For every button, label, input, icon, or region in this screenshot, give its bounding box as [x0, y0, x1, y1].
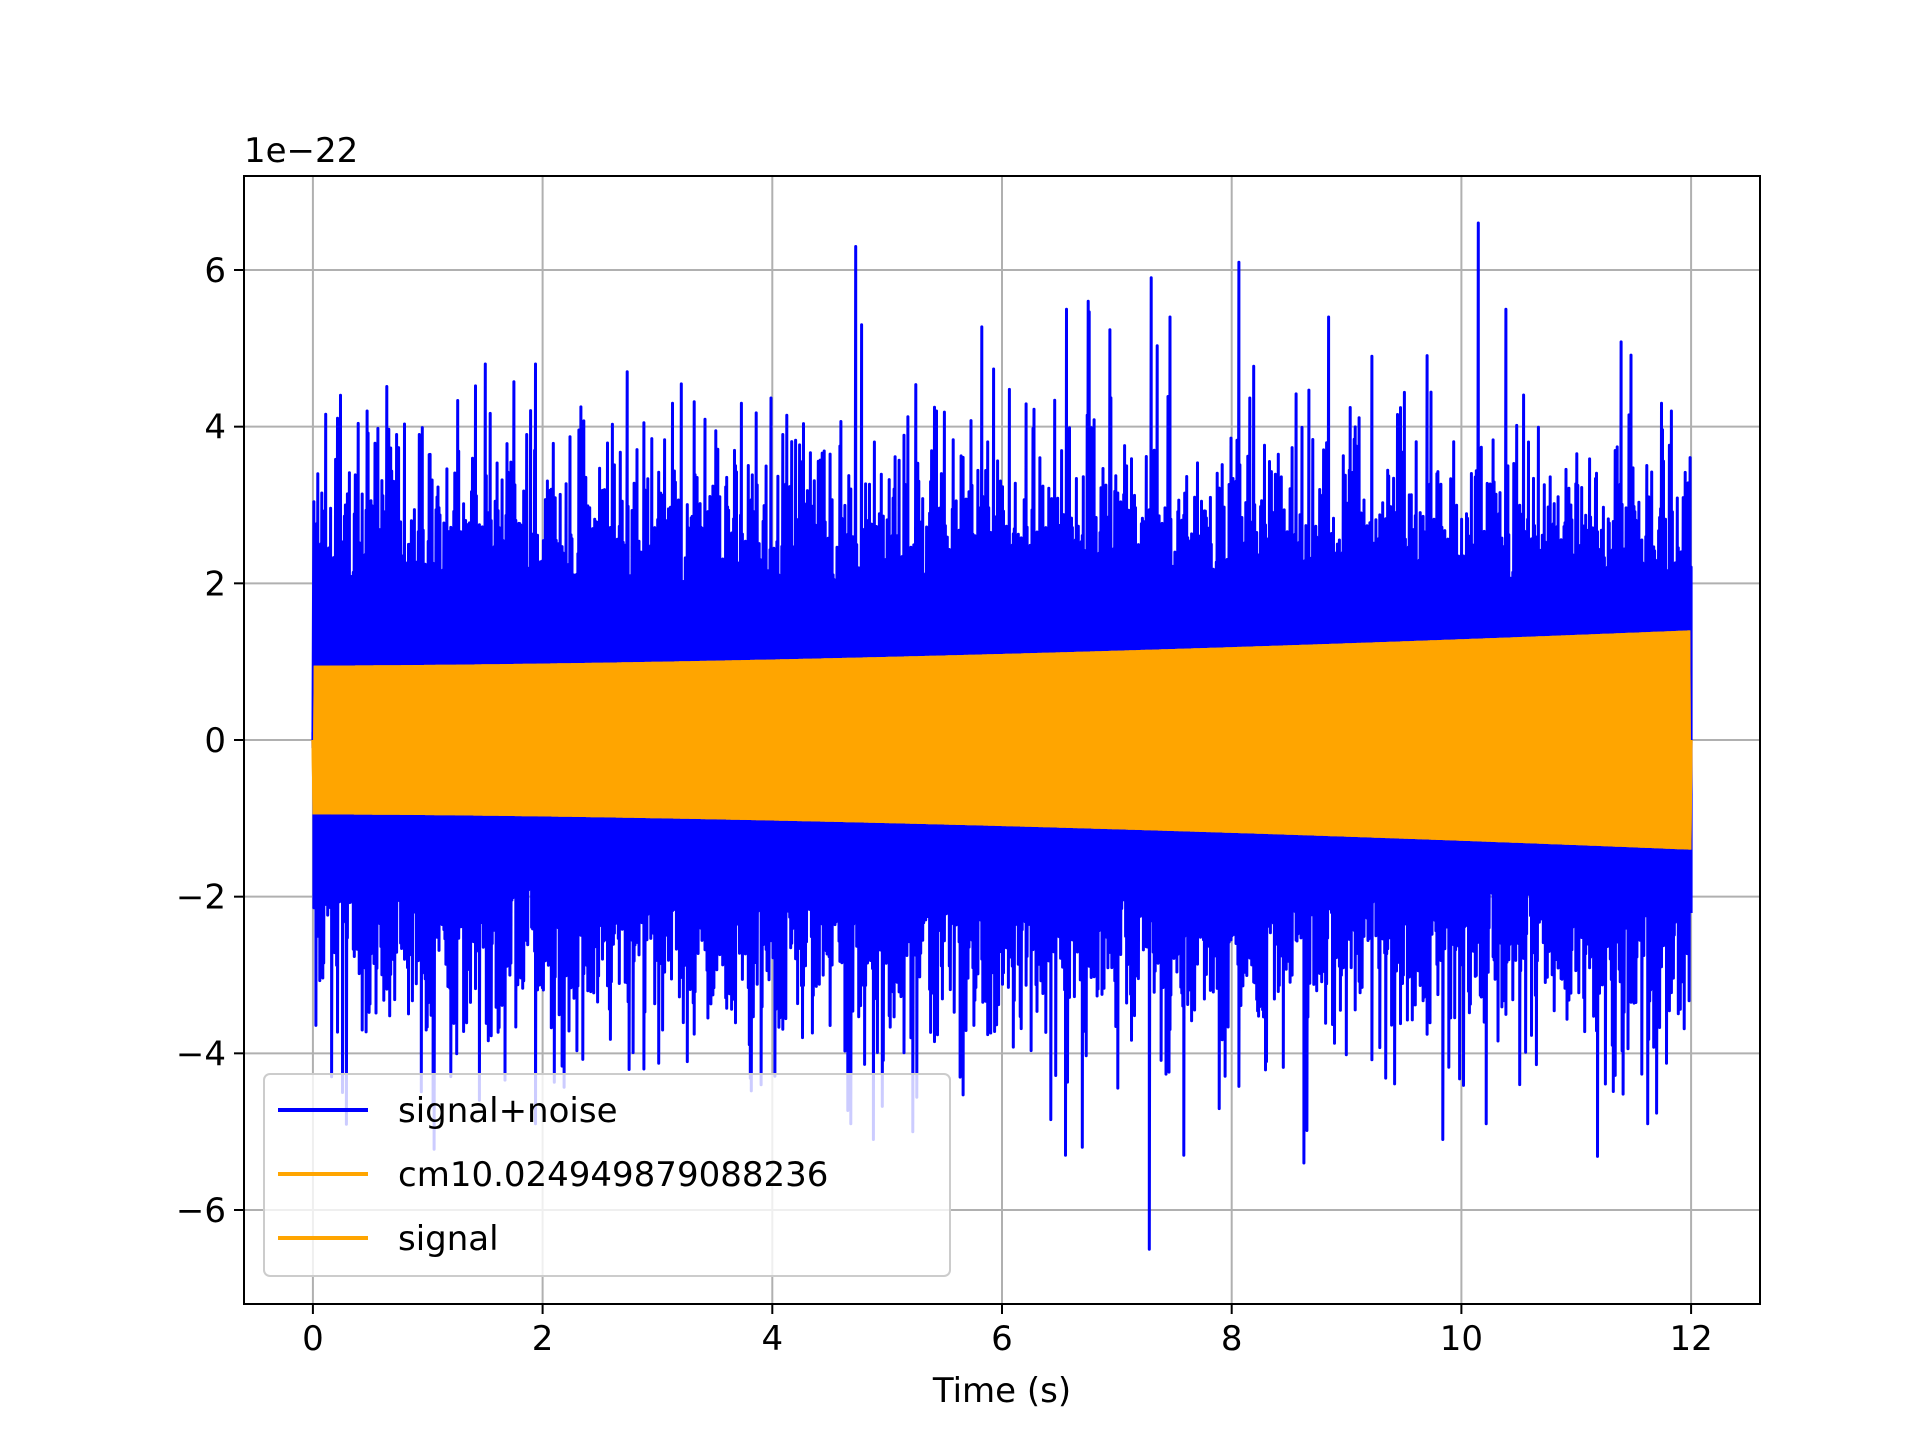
x-tick-label: 12: [1669, 1319, 1712, 1359]
legend-label: signal: [398, 1219, 499, 1259]
y-tick-label: 4: [204, 408, 226, 448]
legend-box: [263, 1073, 951, 1277]
x-axis: 0 2 4 6 8 10 12: [302, 1304, 1713, 1359]
y-tick-label: −4: [176, 1034, 226, 1074]
x-tick-label: 0: [302, 1319, 324, 1359]
x-tick-label: 8: [1221, 1319, 1243, 1359]
x-tick-label: 2: [532, 1319, 554, 1359]
y-offset-text: 1e−22: [244, 131, 358, 171]
legend-label: cm10.024949879088236: [398, 1155, 828, 1195]
x-axis-label: Time (s): [932, 1371, 1071, 1411]
y-tick-label: −6: [176, 1191, 226, 1231]
legend-label: signal+noise: [398, 1091, 618, 1131]
x-tick-label: 10: [1440, 1319, 1483, 1359]
plot-area: [311, 221, 1693, 1251]
series-signal: [311, 630, 1693, 850]
x-tick-label: 4: [761, 1319, 783, 1359]
legend: signal+noise cm10.024949879088236 signal: [263, 1073, 951, 1277]
y-tick-label: 6: [204, 251, 226, 291]
y-axis: −6 −4 −2 0 2 4 6: [176, 251, 244, 1231]
x-tick-label: 6: [991, 1319, 1013, 1359]
y-tick-label: 2: [204, 564, 226, 604]
y-tick-label: −2: [176, 878, 226, 918]
y-tick-label: 0: [204, 721, 226, 761]
